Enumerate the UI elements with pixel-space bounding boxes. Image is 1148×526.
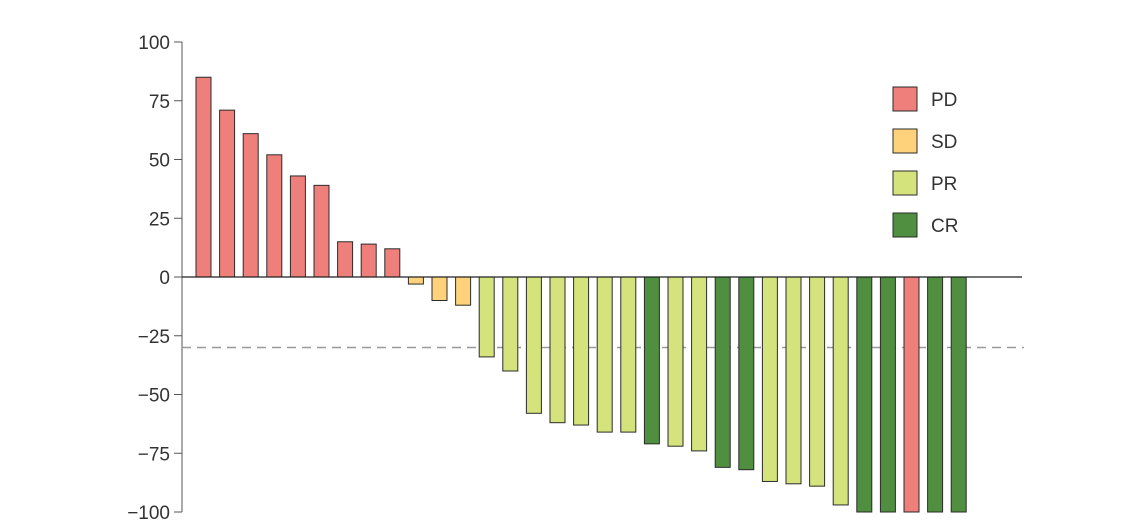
bar-pr: [525, 276, 542, 414]
y-tick-label: 50: [149, 151, 170, 172]
legend-label-pr: PR: [931, 174, 957, 195]
bar-cr: [714, 276, 731, 468]
y-axis: 100 75 50 25 0 −25 −50 −75 −100: [127, 33, 183, 524]
legend-swatch-pd: [892, 86, 918, 112]
bar-pr: [691, 276, 708, 452]
y-tick-label: 25: [149, 209, 170, 230]
bar-cr: [643, 276, 660, 445]
bar-cr: [879, 276, 896, 513]
legend-label-cr: CR: [931, 216, 958, 237]
bar-pr: [785, 276, 802, 485]
legend-label-sd: SD: [931, 132, 957, 153]
bar-pd: [219, 109, 236, 278]
bar-pr: [667, 276, 684, 447]
y-tick-label: −25: [138, 327, 170, 348]
bar-pr: [596, 276, 613, 433]
bar-pd: [289, 175, 306, 278]
bars-group: [195, 76, 967, 513]
y-tick-label: 100: [138, 33, 170, 54]
bar-pr: [502, 276, 519, 372]
bar-pr: [809, 276, 826, 487]
bar-pd: [337, 241, 354, 278]
bar-sd: [407, 276, 424, 285]
y-tick-label: −75: [138, 444, 170, 465]
bar-pr: [549, 276, 566, 424]
bar-cr: [856, 276, 873, 513]
legend-swatch-sd: [892, 128, 918, 154]
y-tick-label: 0: [159, 268, 170, 289]
bar-pd: [903, 276, 920, 513]
bar-cr: [927, 276, 944, 513]
bar-pd: [360, 243, 377, 278]
legend: PD SD PR CR: [892, 86, 958, 238]
bar-cr: [738, 276, 755, 471]
legend-swatch-pr: [892, 170, 918, 196]
y-tick-label: −100: [127, 503, 170, 524]
bar-pd: [266, 154, 283, 278]
bar-pr: [620, 276, 637, 433]
bar-pd: [384, 248, 401, 278]
bar-sd: [431, 276, 448, 301]
legend-label-pd: PD: [931, 90, 957, 111]
y-tick-label: −50: [138, 386, 170, 407]
bar-sd: [455, 276, 472, 306]
bar-pd: [195, 76, 212, 278]
bar-pd: [313, 184, 330, 278]
bar-pr: [761, 276, 778, 482]
legend-swatch-cr: [892, 212, 918, 238]
bar-pr: [573, 276, 590, 426]
bar-pr: [832, 276, 849, 506]
bar-pd: [242, 133, 259, 278]
bar-cr: [950, 276, 967, 513]
bar-pr: [478, 276, 495, 358]
y-tick-label: 75: [149, 92, 170, 113]
